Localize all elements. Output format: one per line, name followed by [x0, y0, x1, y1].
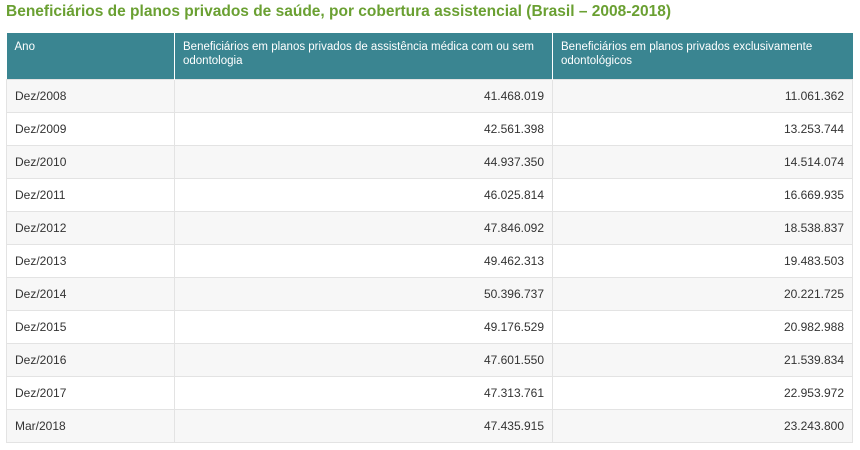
cell-year: Dez/2013 — [6, 243, 175, 277]
cell-dental: 20.221.725 — [552, 276, 853, 310]
table-row: Dez/2012 47.846.092 18.538.837 — [6, 210, 853, 244]
column-header-dental: Beneficiários em planos privados exclusi… — [552, 33, 853, 79]
cell-medical: 41.468.019 — [174, 78, 553, 112]
cell-dental: 20.982.988 — [552, 309, 853, 343]
cell-year: Dez/2016 — [6, 342, 175, 376]
cell-medical: 49.176.529 — [174, 309, 553, 343]
cell-year: Dez/2011 — [6, 177, 175, 211]
table-row: Dez/2014 50.396.737 20.221.725 — [6, 276, 853, 310]
cell-dental: 11.061.362 — [552, 78, 853, 112]
table-header: Ano Beneficiários em planos privados de … — [6, 33, 853, 79]
cell-dental: 19.483.503 — [552, 243, 853, 277]
cell-medical: 44.937.350 — [174, 144, 553, 178]
cell-dental: 21.539.834 — [552, 342, 853, 376]
table-row: Dez/2013 49.462.313 19.483.503 — [6, 243, 853, 277]
cell-dental: 14.514.074 — [552, 144, 853, 178]
cell-medical: 47.846.092 — [174, 210, 553, 244]
cell-dental: 18.538.837 — [552, 210, 853, 244]
cell-medical: 42.561.398 — [174, 111, 553, 145]
table-row: Dez/2015 49.176.529 20.982.988 — [6, 309, 853, 343]
cell-year: Dez/2017 — [6, 375, 175, 409]
cell-medical: 50.396.737 — [174, 276, 553, 310]
cell-medical: 46.025.814 — [174, 177, 553, 211]
table-row: Mar/2018 47.435.915 23.243.800 — [6, 408, 853, 443]
cell-dental: 13.253.744 — [552, 111, 853, 145]
table-row: Dez/2010 44.937.350 14.514.074 — [6, 144, 853, 178]
cell-year: Dez/2009 — [6, 111, 175, 145]
cell-medical: 47.601.550 — [174, 342, 553, 376]
table-row: Dez/2017 47.313.761 22.953.972 — [6, 375, 853, 409]
column-header-year: Ano — [6, 33, 175, 79]
cell-medical: 47.313.761 — [174, 375, 553, 409]
table-body: Dez/2008 41.468.019 11.061.362 Dez/2009 42.5… — [6, 78, 853, 443]
cell-year: Dez/2010 — [6, 144, 175, 178]
column-header-medical: Beneficiários em planos privados de assi… — [174, 33, 553, 79]
table-row: Dez/2011 46.025.814 16.669.935 — [6, 177, 853, 211]
cell-year: Dez/2015 — [6, 309, 175, 343]
cell-medical: 47.435.915 — [174, 408, 553, 443]
header-row: Ano Beneficiários em planos privados de … — [6, 33, 853, 79]
table-row: Dez/2016 47.601.550 21.539.834 — [6, 342, 853, 376]
table-row: Dez/2009 42.561.398 13.253.744 — [6, 111, 853, 145]
cell-medical: 49.462.313 — [174, 243, 553, 277]
cell-dental: 16.669.935 — [552, 177, 853, 211]
cell-year: Mar/2018 — [6, 408, 175, 443]
table-title: Beneficiários de planos privados de saúd… — [6, 3, 672, 20]
beneficiaries-table: Ano Beneficiários em planos privados de … — [6, 33, 853, 443]
cell-dental: 23.243.800 — [552, 408, 853, 443]
cell-year: Dez/2014 — [6, 276, 175, 310]
cell-dental: 22.953.972 — [552, 375, 853, 409]
table-row: Dez/2008 41.468.019 11.061.362 — [6, 78, 853, 112]
cell-year: Dez/2012 — [6, 210, 175, 244]
cell-year: Dez/2008 — [6, 78, 175, 112]
